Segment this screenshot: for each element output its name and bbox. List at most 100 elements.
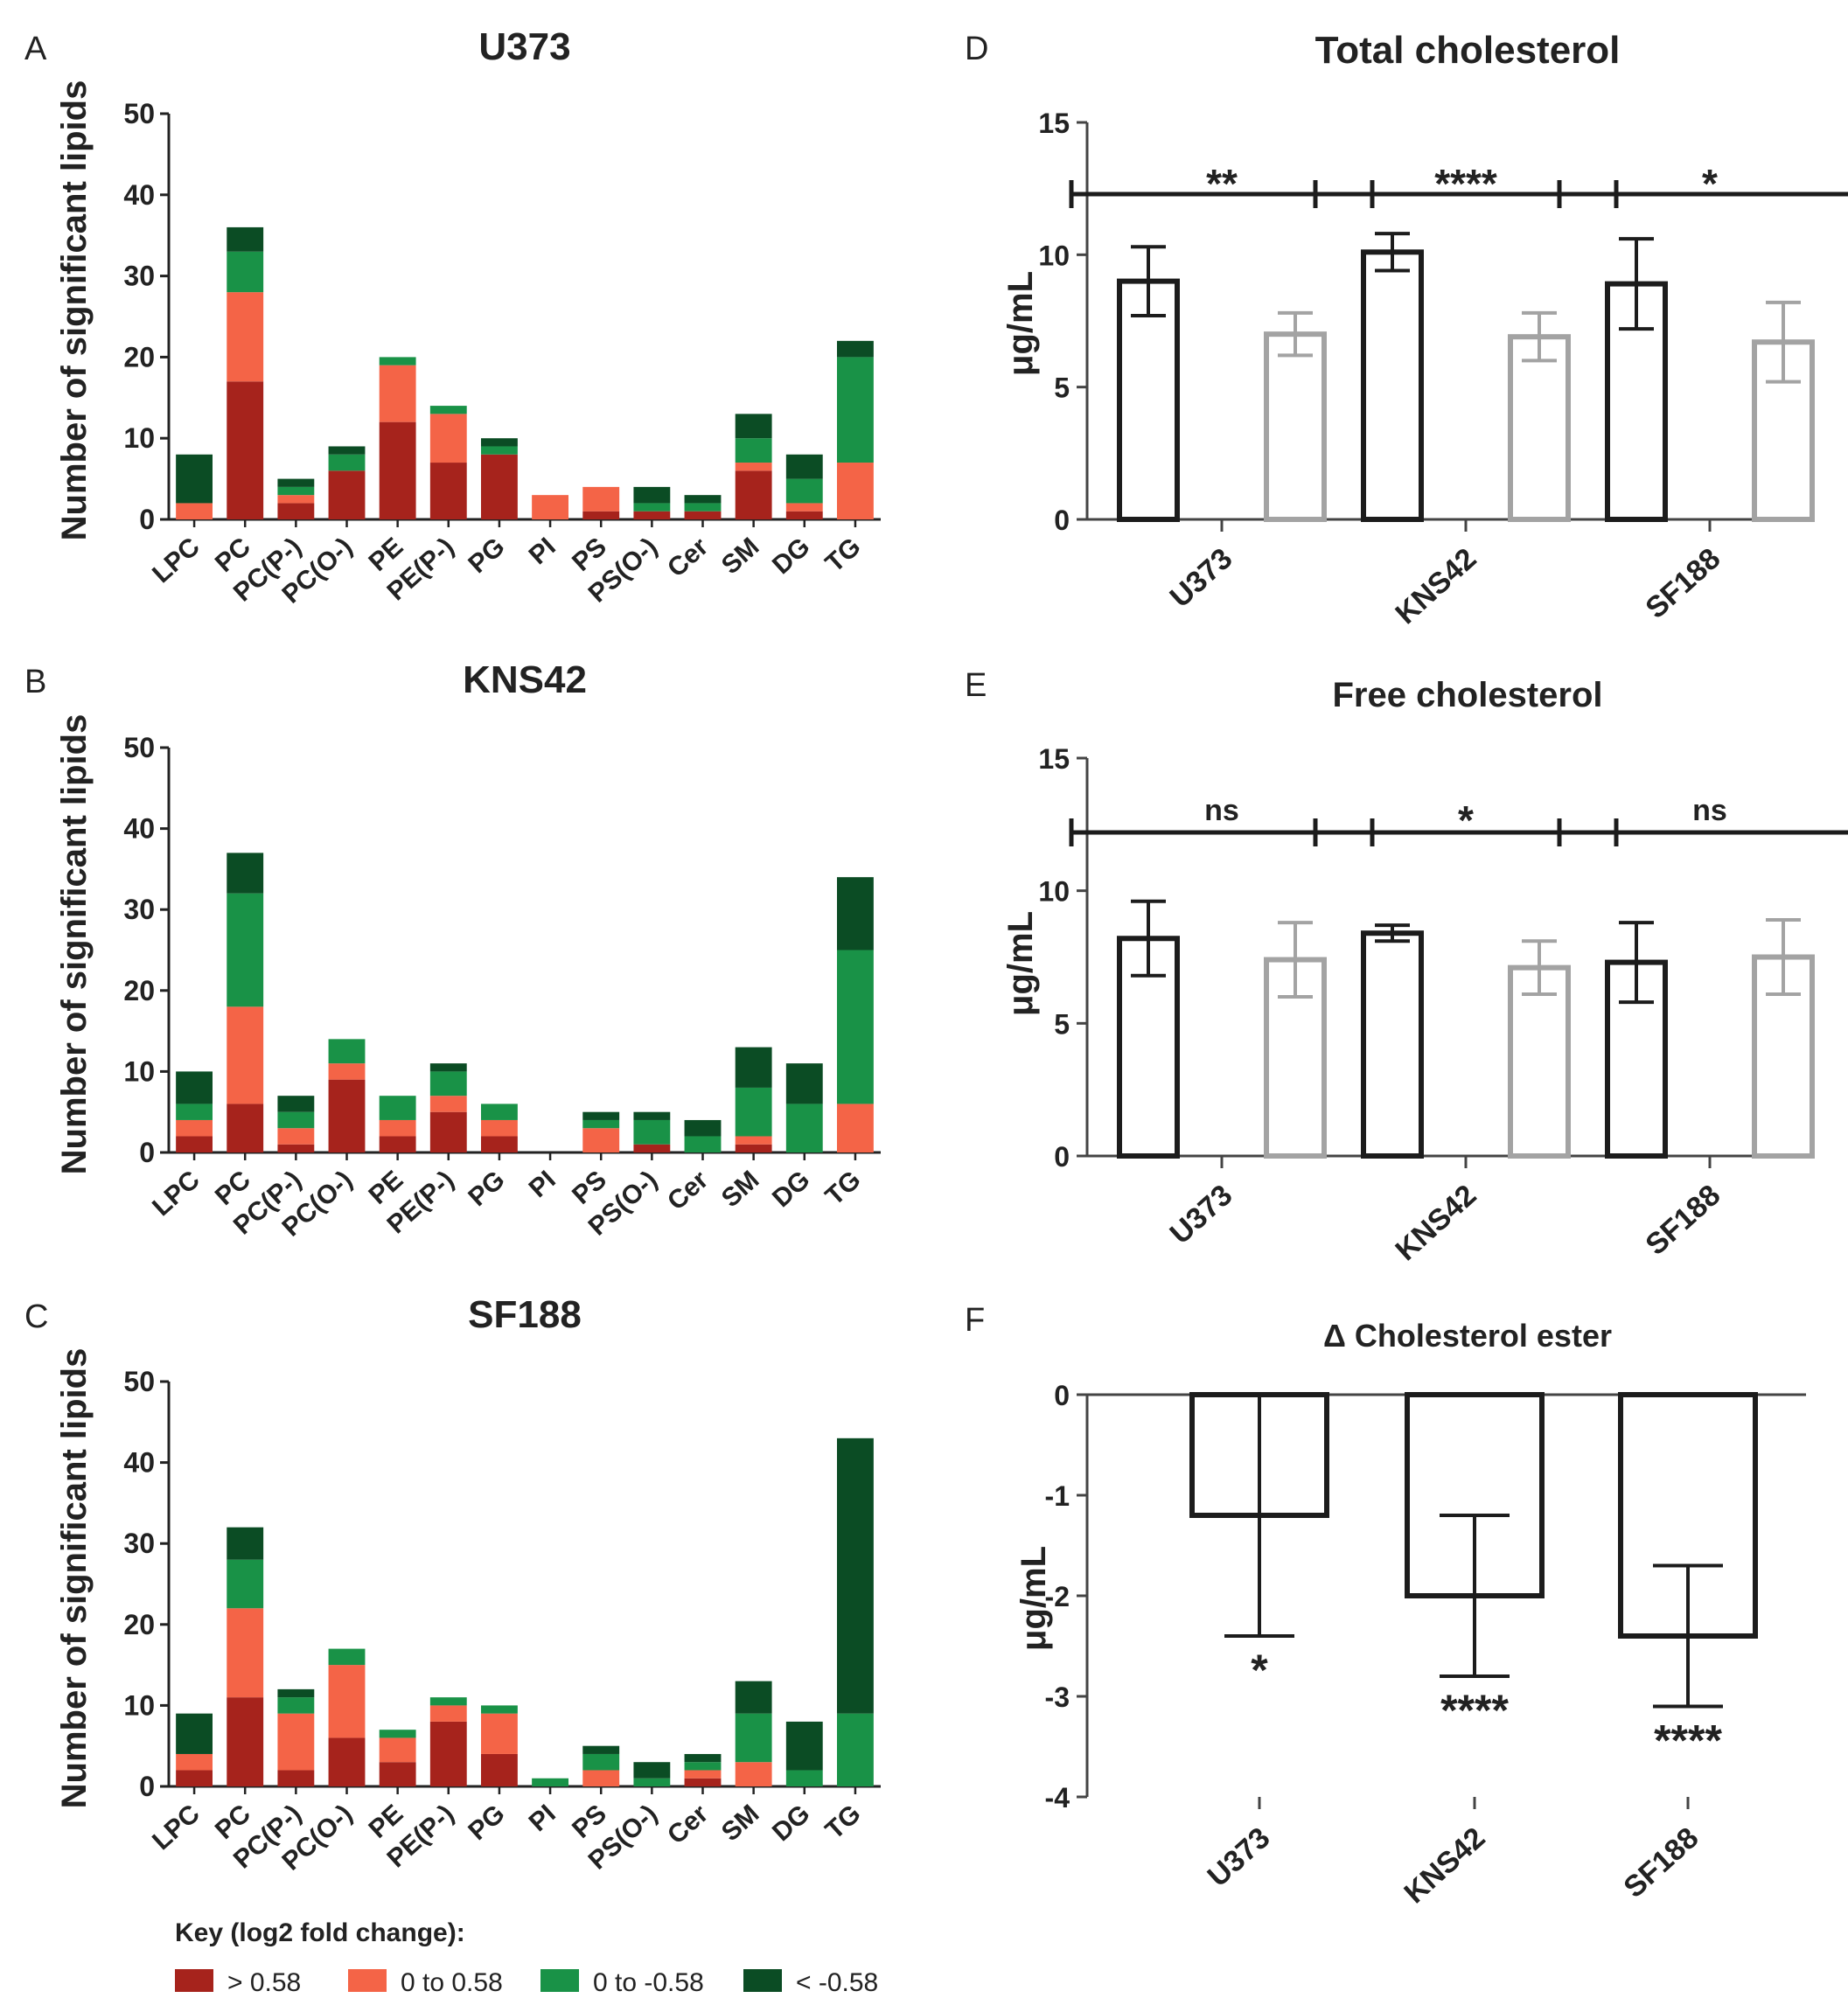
- ylabel-C: Number of significant lipids: [55, 1348, 94, 1809]
- pA-bar-PI-pos: [532, 495, 569, 519]
- pA-bar-PS(O-)-neg: [633, 503, 671, 512]
- pA-bar-PE(P-)-pos: [429, 414, 467, 463]
- pC-ytick-label: 40: [123, 1447, 155, 1479]
- pD-ytick-label: 5: [1054, 372, 1070, 404]
- pC-bar-PC-pos: [227, 1608, 264, 1698]
- pC-bar-LPC-gt058: [176, 1770, 213, 1786]
- pC-bar-DG-neg: [785, 1770, 823, 1786]
- pA-ytick-label: 0: [139, 504, 155, 535]
- pC-bar-PE(P-)-gt058: [429, 1721, 467, 1786]
- title-A: U373: [478, 25, 570, 68]
- pC-bar-PE(P-)-neg: [429, 1697, 467, 1706]
- pE-ytick-label: 0: [1054, 1141, 1070, 1173]
- pB-bar-PE(P-)-gt058: [429, 1111, 467, 1152]
- pC-ytick-label: 10: [123, 1689, 155, 1721]
- pE-significance-SF188: ns: [1692, 794, 1727, 827]
- pF-ytick-label: -2: [1045, 1581, 1070, 1612]
- pD-significance-U373: **: [1206, 161, 1238, 206]
- pA-ytick-label: 30: [123, 261, 155, 292]
- pC-bar-PS(O-)-ltneg: [633, 1762, 671, 1779]
- ylabel-D: μg/mL: [1001, 271, 1040, 376]
- pB-bar-PS-pos: [582, 1128, 620, 1152]
- pC-ytick-label: 0: [139, 1771, 155, 1802]
- pA-bar-PS(O-)-gt058: [633, 511, 671, 519]
- pC-ytick-label: 50: [123, 1366, 155, 1397]
- pF-ytick-label: -1: [1045, 1480, 1070, 1512]
- pA-bar-PE-pos: [379, 365, 416, 422]
- pC-bar-TG-neg: [836, 1713, 874, 1786]
- legend-swatch-pos: [348, 1969, 387, 1992]
- pC-bar-SM-ltneg: [735, 1681, 772, 1714]
- pC-bar-PE-neg: [379, 1730, 416, 1738]
- pB-bar-PC(O-)-neg: [328, 1039, 366, 1064]
- ylabel-B: Number of significant lipids: [55, 714, 94, 1175]
- pC-bar-PC-neg: [227, 1559, 264, 1609]
- pC-bar-PC-ltneg: [227, 1527, 264, 1560]
- pB-bar-LPC-ltneg: [176, 1071, 213, 1104]
- ylabel-E: μg/mL: [1001, 911, 1040, 1016]
- pA-bar-PC(P-)-gt058: [277, 503, 315, 519]
- pC-bar-LPC-pos: [176, 1753, 213, 1771]
- pA-bar-PS-gt058: [582, 511, 620, 519]
- pF-significance-SF188: ****: [1654, 1716, 1722, 1765]
- pF-ytick-label: 0: [1054, 1380, 1070, 1411]
- pB-bar-TG-neg: [836, 950, 874, 1104]
- pA-bar-SM-neg: [735, 438, 772, 463]
- pB-bar-PC(P-)-pos: [277, 1128, 315, 1145]
- pB-bar-TG-pos: [836, 1103, 874, 1152]
- pC-bar-SM-pos: [735, 1762, 772, 1786]
- pF-ytick-label: -3: [1045, 1681, 1070, 1713]
- pA-bar-SM-gt058: [735, 470, 772, 519]
- pB-bar-PC(P-)-neg: [277, 1111, 315, 1129]
- legend: Key (log2 fold change): > 0.58 0 to 0.58…: [175, 1918, 878, 1997]
- pA-bar-DG-neg: [785, 478, 823, 504]
- pC-bar-Cer-ltneg: [684, 1753, 722, 1763]
- pA-bar-PS(O-)-ltneg: [633, 486, 671, 504]
- legend-label-pos: 0 to 0.58: [401, 1968, 503, 1997]
- pA-ytick-label: 10: [123, 422, 155, 454]
- pD-ytick-label: 10: [1038, 240, 1070, 271]
- pA-bar-DG-gt058: [785, 511, 823, 519]
- pE-significance-U373: ns: [1204, 794, 1239, 827]
- pC-bar-PC(P-)-ltneg: [277, 1688, 315, 1698]
- pB-bar-PC(O-)-pos: [328, 1063, 366, 1080]
- pB-ytick-label: 40: [123, 813, 155, 845]
- title-F: Δ Cholesterol ester: [1323, 1318, 1612, 1354]
- pA-bar-PC-neg: [227, 251, 264, 293]
- pA-bar-SM-ltneg: [735, 414, 772, 439]
- legend-swatch-gt058: [175, 1969, 213, 1992]
- pC-bar-PE-pos: [379, 1737, 416, 1763]
- pB-bar-PG-pos: [480, 1119, 518, 1137]
- pD-significance-SF188: *: [1702, 161, 1718, 206]
- title-E: Free cholesterol: [1332, 676, 1602, 714]
- pA-bar-Cer-gt058: [684, 511, 722, 519]
- pC-bar-PS-neg: [582, 1753, 620, 1771]
- pB-bar-PE(P-)-ltneg: [429, 1063, 467, 1072]
- legend-swatch-ltneg: [743, 1969, 782, 1992]
- pC-ytick-label: 20: [123, 1609, 155, 1640]
- pB-bar-PS(O-)-gt058: [633, 1144, 671, 1152]
- pC-bar-PC(P-)-gt058: [277, 1770, 315, 1786]
- legend-title: Key (log2 fold change):: [175, 1918, 465, 1947]
- pC-bar-PS-ltneg: [582, 1745, 620, 1754]
- pA-bar-PG-gt058: [480, 454, 518, 519]
- legend-label-neg: 0 to -0.58: [593, 1968, 704, 1997]
- pB-bar-DG-neg: [785, 1103, 823, 1152]
- pC-bar-PG-pos: [480, 1713, 518, 1754]
- pA-ytick-label: 20: [123, 341, 155, 372]
- pA-bar-TG-neg: [836, 357, 874, 463]
- pC-bar-SM-neg: [735, 1713, 772, 1763]
- pB-bar-Cer-ltneg: [684, 1119, 722, 1137]
- pC-bar-PS-pos: [582, 1770, 620, 1786]
- panel-letter-C: C: [24, 1298, 48, 1335]
- pE-ytick-label: 15: [1038, 743, 1070, 775]
- pB-ytick-label: 50: [123, 732, 155, 763]
- pB-bar-PE(P-)-pos: [429, 1096, 467, 1112]
- pA-bar-LPC-ltneg: [176, 454, 213, 504]
- pC-bar-PC(P-)-pos: [277, 1713, 315, 1771]
- pB-bar-PE-neg: [379, 1096, 416, 1120]
- pB-bar-SM-ltneg: [735, 1047, 772, 1088]
- pB-bar-LPC-pos: [176, 1119, 213, 1137]
- pC-bar-Cer-neg: [684, 1762, 722, 1771]
- pF-significance-U373: *: [1251, 1646, 1268, 1695]
